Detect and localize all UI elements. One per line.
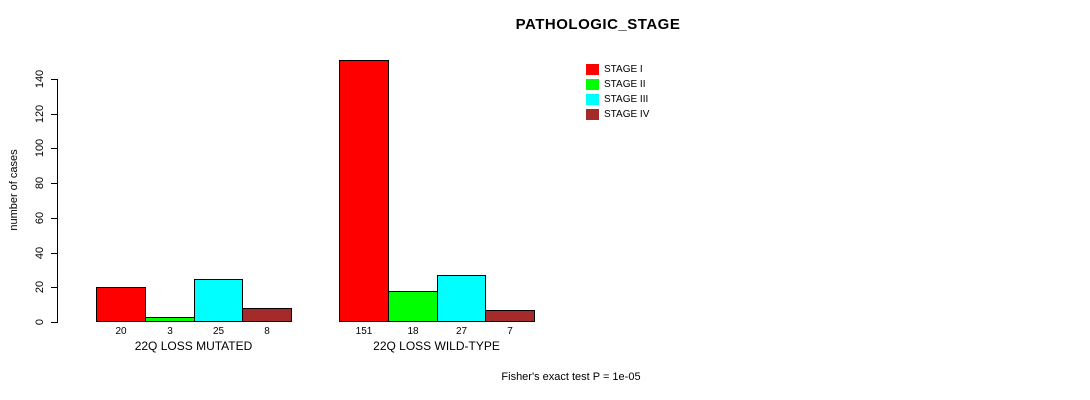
legend-swatch-stage-1 [586,64,599,75]
y-axis-tick-label: 140 [34,69,46,89]
legend-item-stage-4: STAGE IV [586,107,649,122]
legend-label-stage-1: STAGE I [604,64,643,75]
chart-title: PATHOLOGIC_STAGE [515,16,681,33]
bar-value-label: 8 [264,326,270,337]
legend-label-stage-4: STAGE IV [604,109,650,120]
bar-value-label: 151 [355,326,373,337]
y-axis-tick-label: 40 [34,246,46,260]
x-group-label-mutated: 22Q LOSS MUTATED [134,339,253,353]
bar-value-label: 3 [167,326,173,337]
y-axis-tick [51,218,57,219]
legend-label-stage-3: STAGE III [604,94,649,105]
y-axis-tick-label: 60 [34,211,46,225]
legend-swatch-stage-3 [586,94,599,105]
bar [242,308,292,322]
legend-swatch-stage-2 [586,79,599,90]
y-axis-tick [51,114,57,115]
legend-label-stage-2: STAGE II [604,79,646,90]
y-axis-tick [51,253,57,254]
bar [339,60,389,322]
bar [194,279,243,322]
legend-item-stage-3: STAGE III [586,92,649,107]
bar-value-label: 18 [407,326,419,337]
y-axis-tick [51,183,57,184]
y-axis-tick [51,287,57,288]
y-axis-tick-label: 120 [34,104,46,124]
y-axis-tick-label: 100 [34,138,46,158]
legend-item-stage-1: STAGE I [586,62,649,77]
bar-value-label: 27 [455,326,468,337]
legend-item-stage-2: STAGE II [586,77,649,92]
bar [437,275,486,322]
bar-value-label: 20 [115,326,127,337]
y-axis-tick [51,79,57,80]
bar [485,310,535,322]
y-axis-tick [51,322,57,323]
bar [388,291,438,322]
y-axis-tick-label: 20 [34,280,46,294]
x-group-label-wild-type: 22Q LOSS WILD-TYPE [373,339,500,353]
bar-value-label: 25 [212,326,225,337]
legend: STAGE I STAGE II STAGE III STAGE IV [586,62,649,122]
y-axis-tick-label: 0 [34,318,46,326]
y-axis-line [57,79,58,323]
bar [145,317,195,322]
y-axis-tick-label: 80 [34,176,46,190]
fisher-test-annotation: Fisher's exact test P = 1e-05 [501,371,641,383]
legend-swatch-stage-4 [586,109,599,120]
bar-value-label: 7 [507,326,513,337]
bar [96,287,146,322]
y-axis-tick [51,148,57,149]
